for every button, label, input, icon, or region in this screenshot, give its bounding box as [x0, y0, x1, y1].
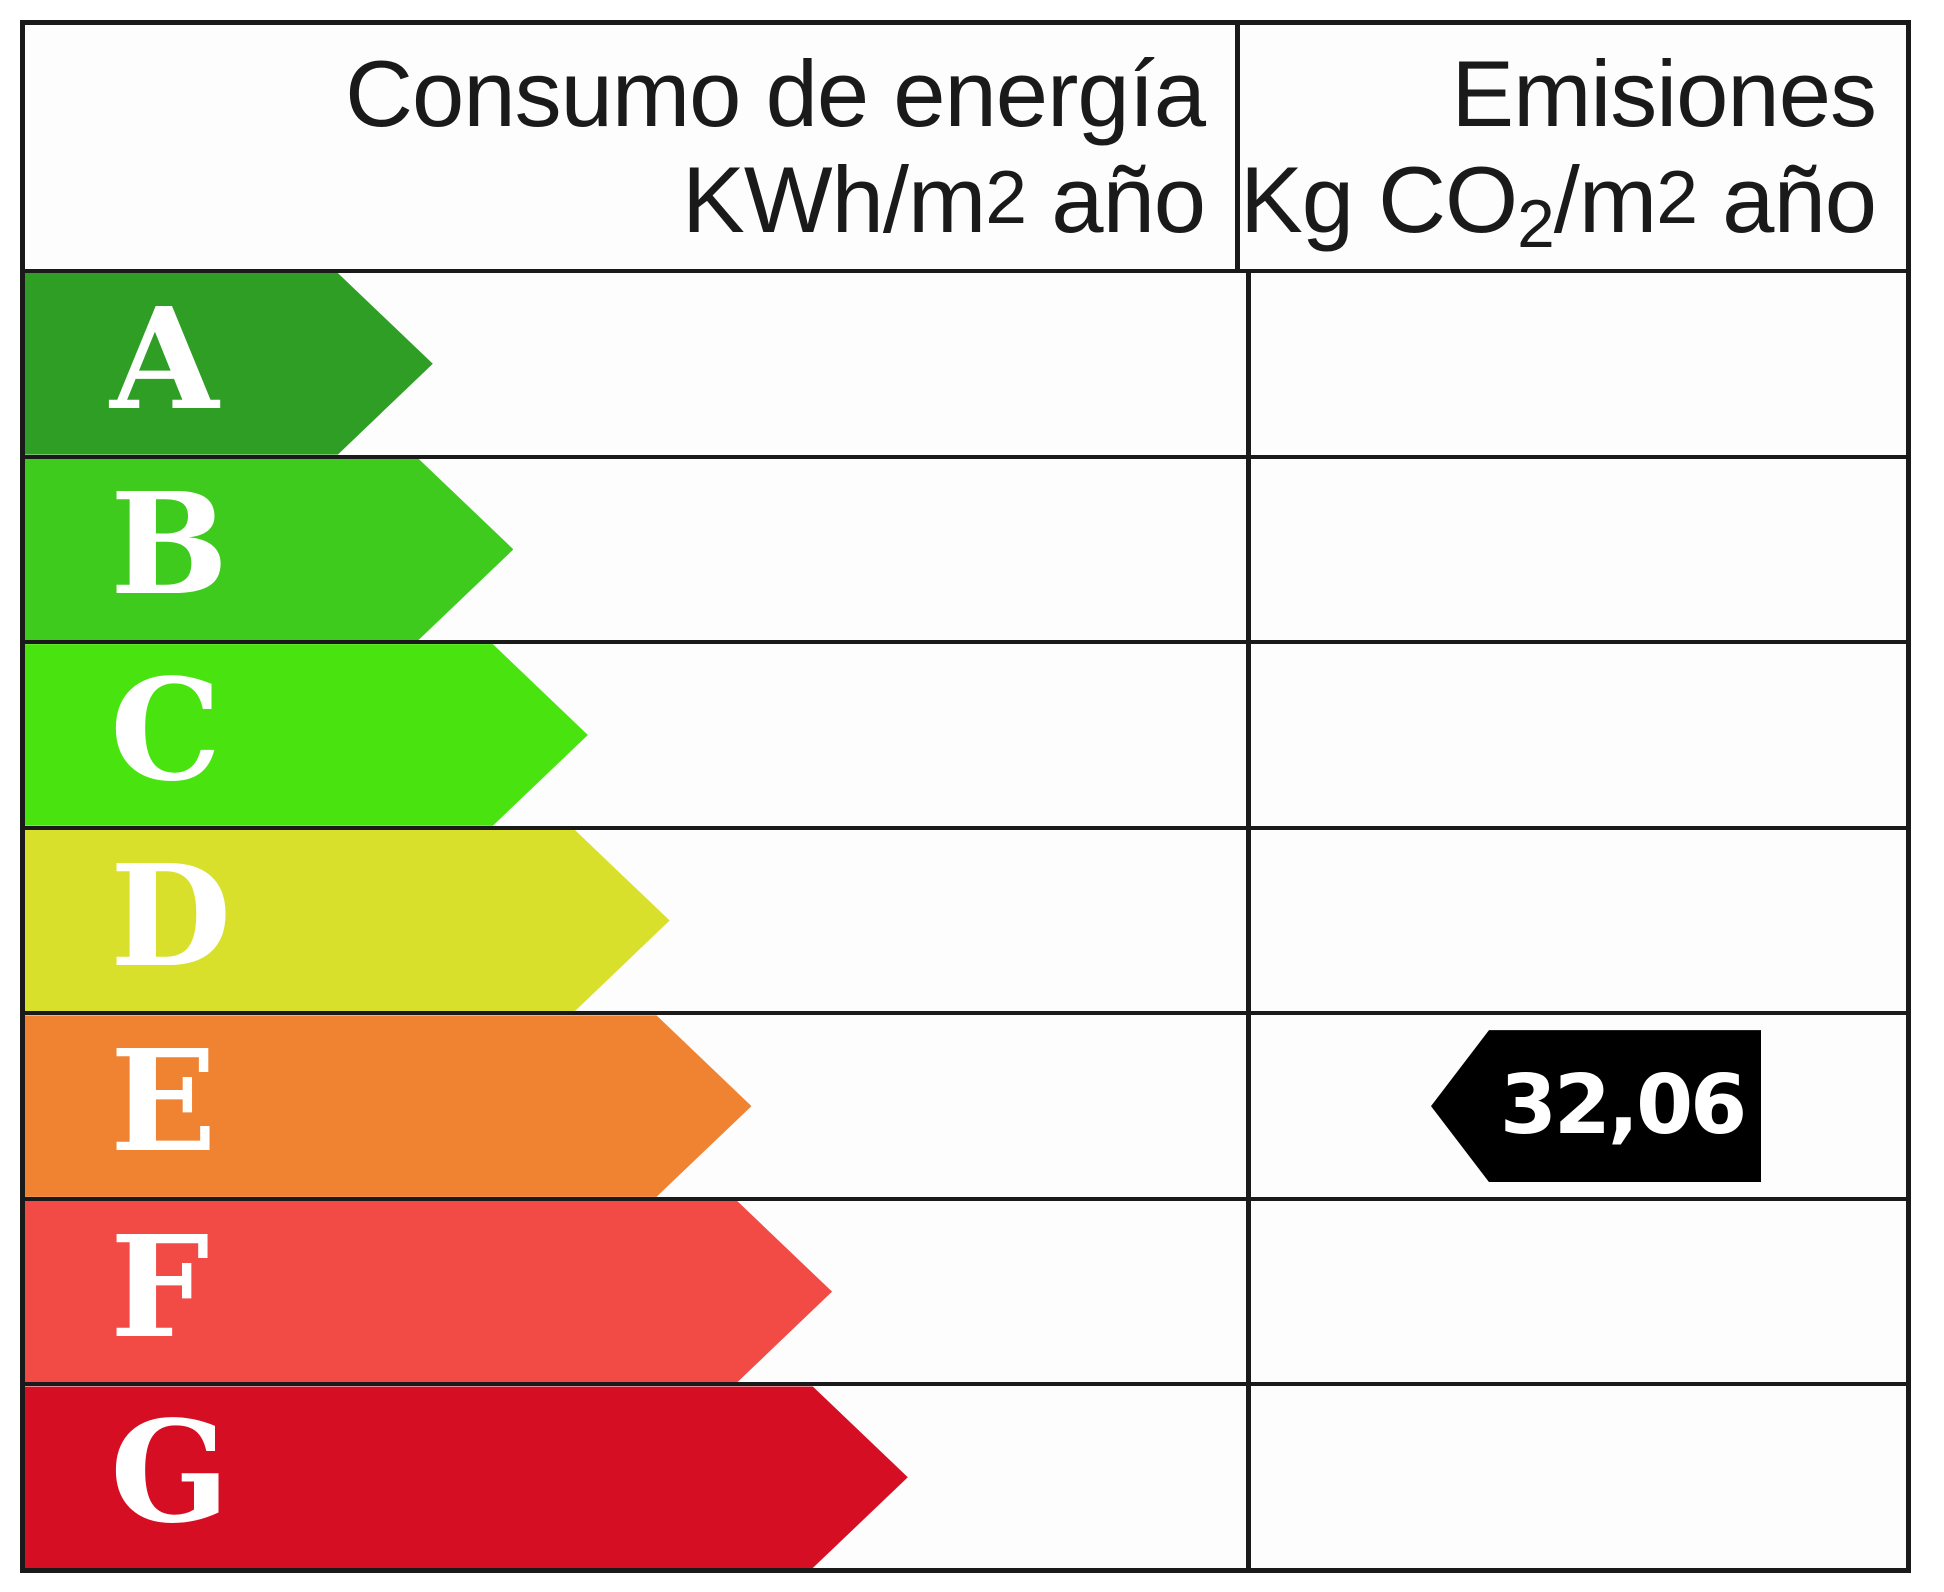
emissions-cell-b [1251, 459, 1906, 641]
rating-letter-c: C [110, 648, 222, 813]
emissions-cell-e: 32,06 [1251, 1015, 1906, 1197]
rating-band-d-arrow: D [25, 830, 670, 1012]
energy-cell-g: G [25, 1386, 1251, 1569]
emissions-header-line1: Emisiones [1240, 41, 1877, 147]
co2-subscript: 2 [1517, 187, 1555, 263]
rating-letter-e: E [110, 1020, 217, 1185]
emissions-unit-rest: año [1697, 147, 1877, 253]
emissions-marker: 32,06 [1431, 1030, 1761, 1183]
energy-rating-label: Consumo de energía KWh/m2 año Emisiones … [20, 20, 1911, 1573]
energy-cell-b: B [25, 458, 1251, 641]
emissions-header-line2: Kg CO2/m2 año [1240, 147, 1877, 263]
energy-cell-c: C [25, 644, 1251, 826]
rating-row-c: C [25, 640, 1906, 826]
energy-unit-exponent: 2 [985, 155, 1027, 240]
rating-row-g: G [25, 1382, 1906, 1569]
rating-letter-a: A [110, 277, 219, 442]
header-emissions: Emisiones Kg CO2/m2 año [1240, 25, 1906, 269]
emissions-value: 32,06 [1499, 1058, 1747, 1154]
energy-unit-base: KWh/m [682, 147, 986, 253]
energy-unit-rest: año [1026, 147, 1206, 253]
emissions-unit-exponent: 2 [1656, 155, 1698, 240]
rating-row-a: A [25, 269, 1906, 455]
rating-letter-d: D [110, 834, 232, 999]
rating-row-f: F [25, 1196, 1906, 1383]
energy-cell-a: A [25, 273, 1251, 455]
emissions-cell-g [1251, 1386, 1906, 1568]
rating-row-d: D [25, 825, 1906, 1012]
rating-row-e: E 32,06 [25, 1011, 1906, 1197]
emissions-cell-f [1251, 1201, 1906, 1383]
emissions-unit-base: Kg CO [1240, 147, 1518, 253]
emissions-header-title: Emisiones [1451, 41, 1877, 146]
rating-band-a-arrow: A [25, 273, 433, 455]
energy-cell-d: D [25, 829, 1251, 1012]
emissions-cell-c [1251, 644, 1906, 826]
energy-header-title: Consumo de energía [345, 41, 1206, 146]
energy-cell-f: F [25, 1200, 1251, 1383]
energy-cell-e: E [25, 1015, 1251, 1197]
rating-letter-b: B [110, 463, 229, 628]
rating-row-b: B [25, 454, 1906, 641]
rating-band-c-arrow: C [25, 644, 588, 826]
rating-band-f-arrow: F [25, 1201, 832, 1383]
header-energy-consumption: Consumo de energía KWh/m2 año [25, 25, 1241, 269]
energy-header-line1: Consumo de energía [25, 41, 1206, 147]
rating-letter-g: G [110, 1391, 230, 1556]
header-row: Consumo de energía KWh/m2 año Emisiones … [25, 25, 1906, 269]
rating-letter-f: F [110, 1205, 210, 1370]
rating-band-b-arrow: B [25, 459, 513, 641]
rating-band-g-arrow: G [25, 1386, 908, 1568]
energy-header-line2: KWh/m2 año [25, 147, 1206, 253]
emissions-cell-a [1251, 273, 1906, 455]
emissions-cell-d [1251, 830, 1906, 1012]
rating-band-e-arrow: E [25, 1015, 751, 1197]
emissions-unit-mid: /m [1553, 147, 1657, 253]
